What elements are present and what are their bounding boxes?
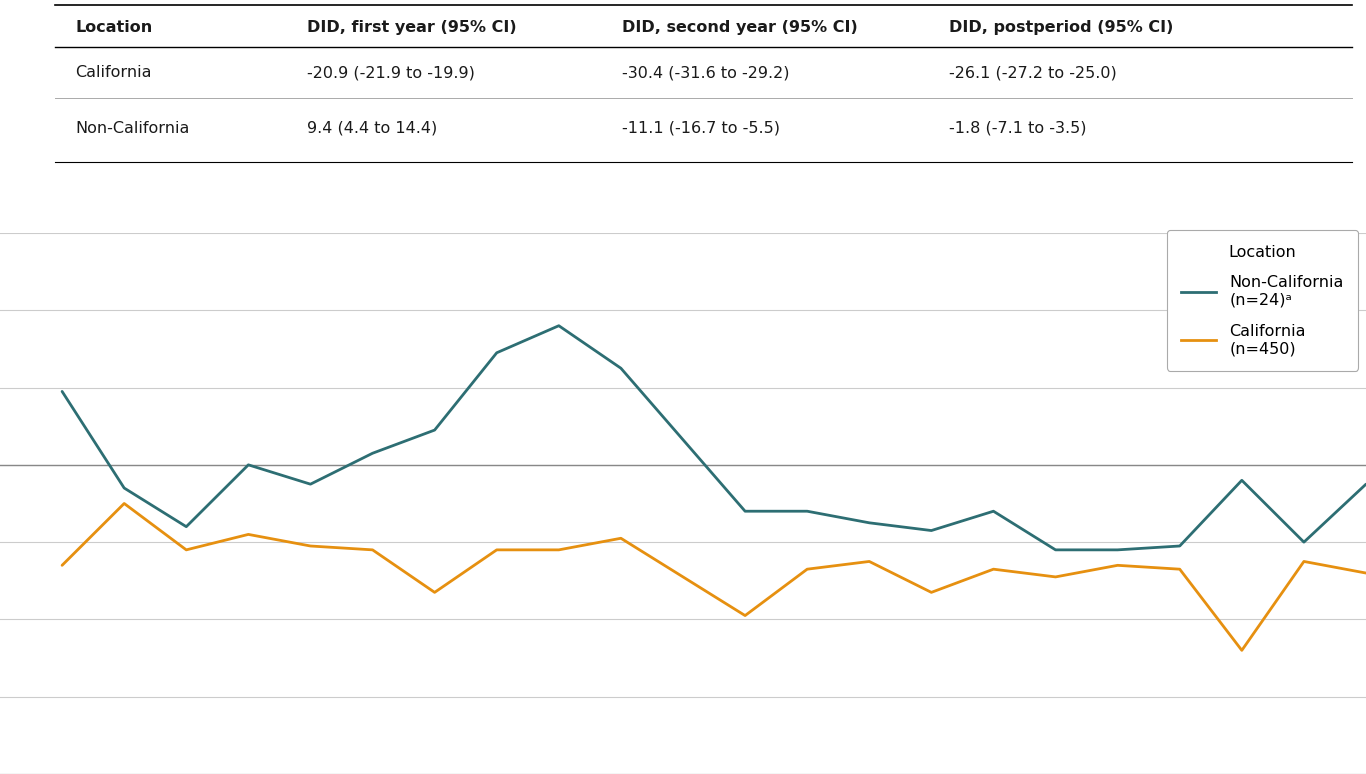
Text: -20.9 (-21.9 to -19.9): -20.9 (-21.9 to -19.9) [307,65,475,80]
Text: -26.1 (-27.2 to -25.0): -26.1 (-27.2 to -25.0) [949,65,1117,80]
Text: Non-California: Non-California [75,121,190,136]
Text: -1.8 (-7.1 to -3.5): -1.8 (-7.1 to -3.5) [949,121,1087,136]
Text: DID, first year (95% CI): DID, first year (95% CI) [307,19,516,35]
Text: Location: Location [75,19,153,35]
Legend: Non-California
(n=24)ᵃ, California
(n=450): Non-California (n=24)ᵃ, California (n=45… [1167,230,1358,371]
Text: -30.4 (-31.6 to -29.2): -30.4 (-31.6 to -29.2) [622,65,790,80]
Text: 9.4 (4.4 to 14.4): 9.4 (4.4 to 14.4) [307,121,437,136]
Text: California: California [75,65,152,80]
Text: -11.1 (-16.7 to -5.5): -11.1 (-16.7 to -5.5) [622,121,780,136]
Text: DID, second year (95% CI): DID, second year (95% CI) [622,19,858,35]
Text: DID, postperiod (95% CI): DID, postperiod (95% CI) [949,19,1173,35]
